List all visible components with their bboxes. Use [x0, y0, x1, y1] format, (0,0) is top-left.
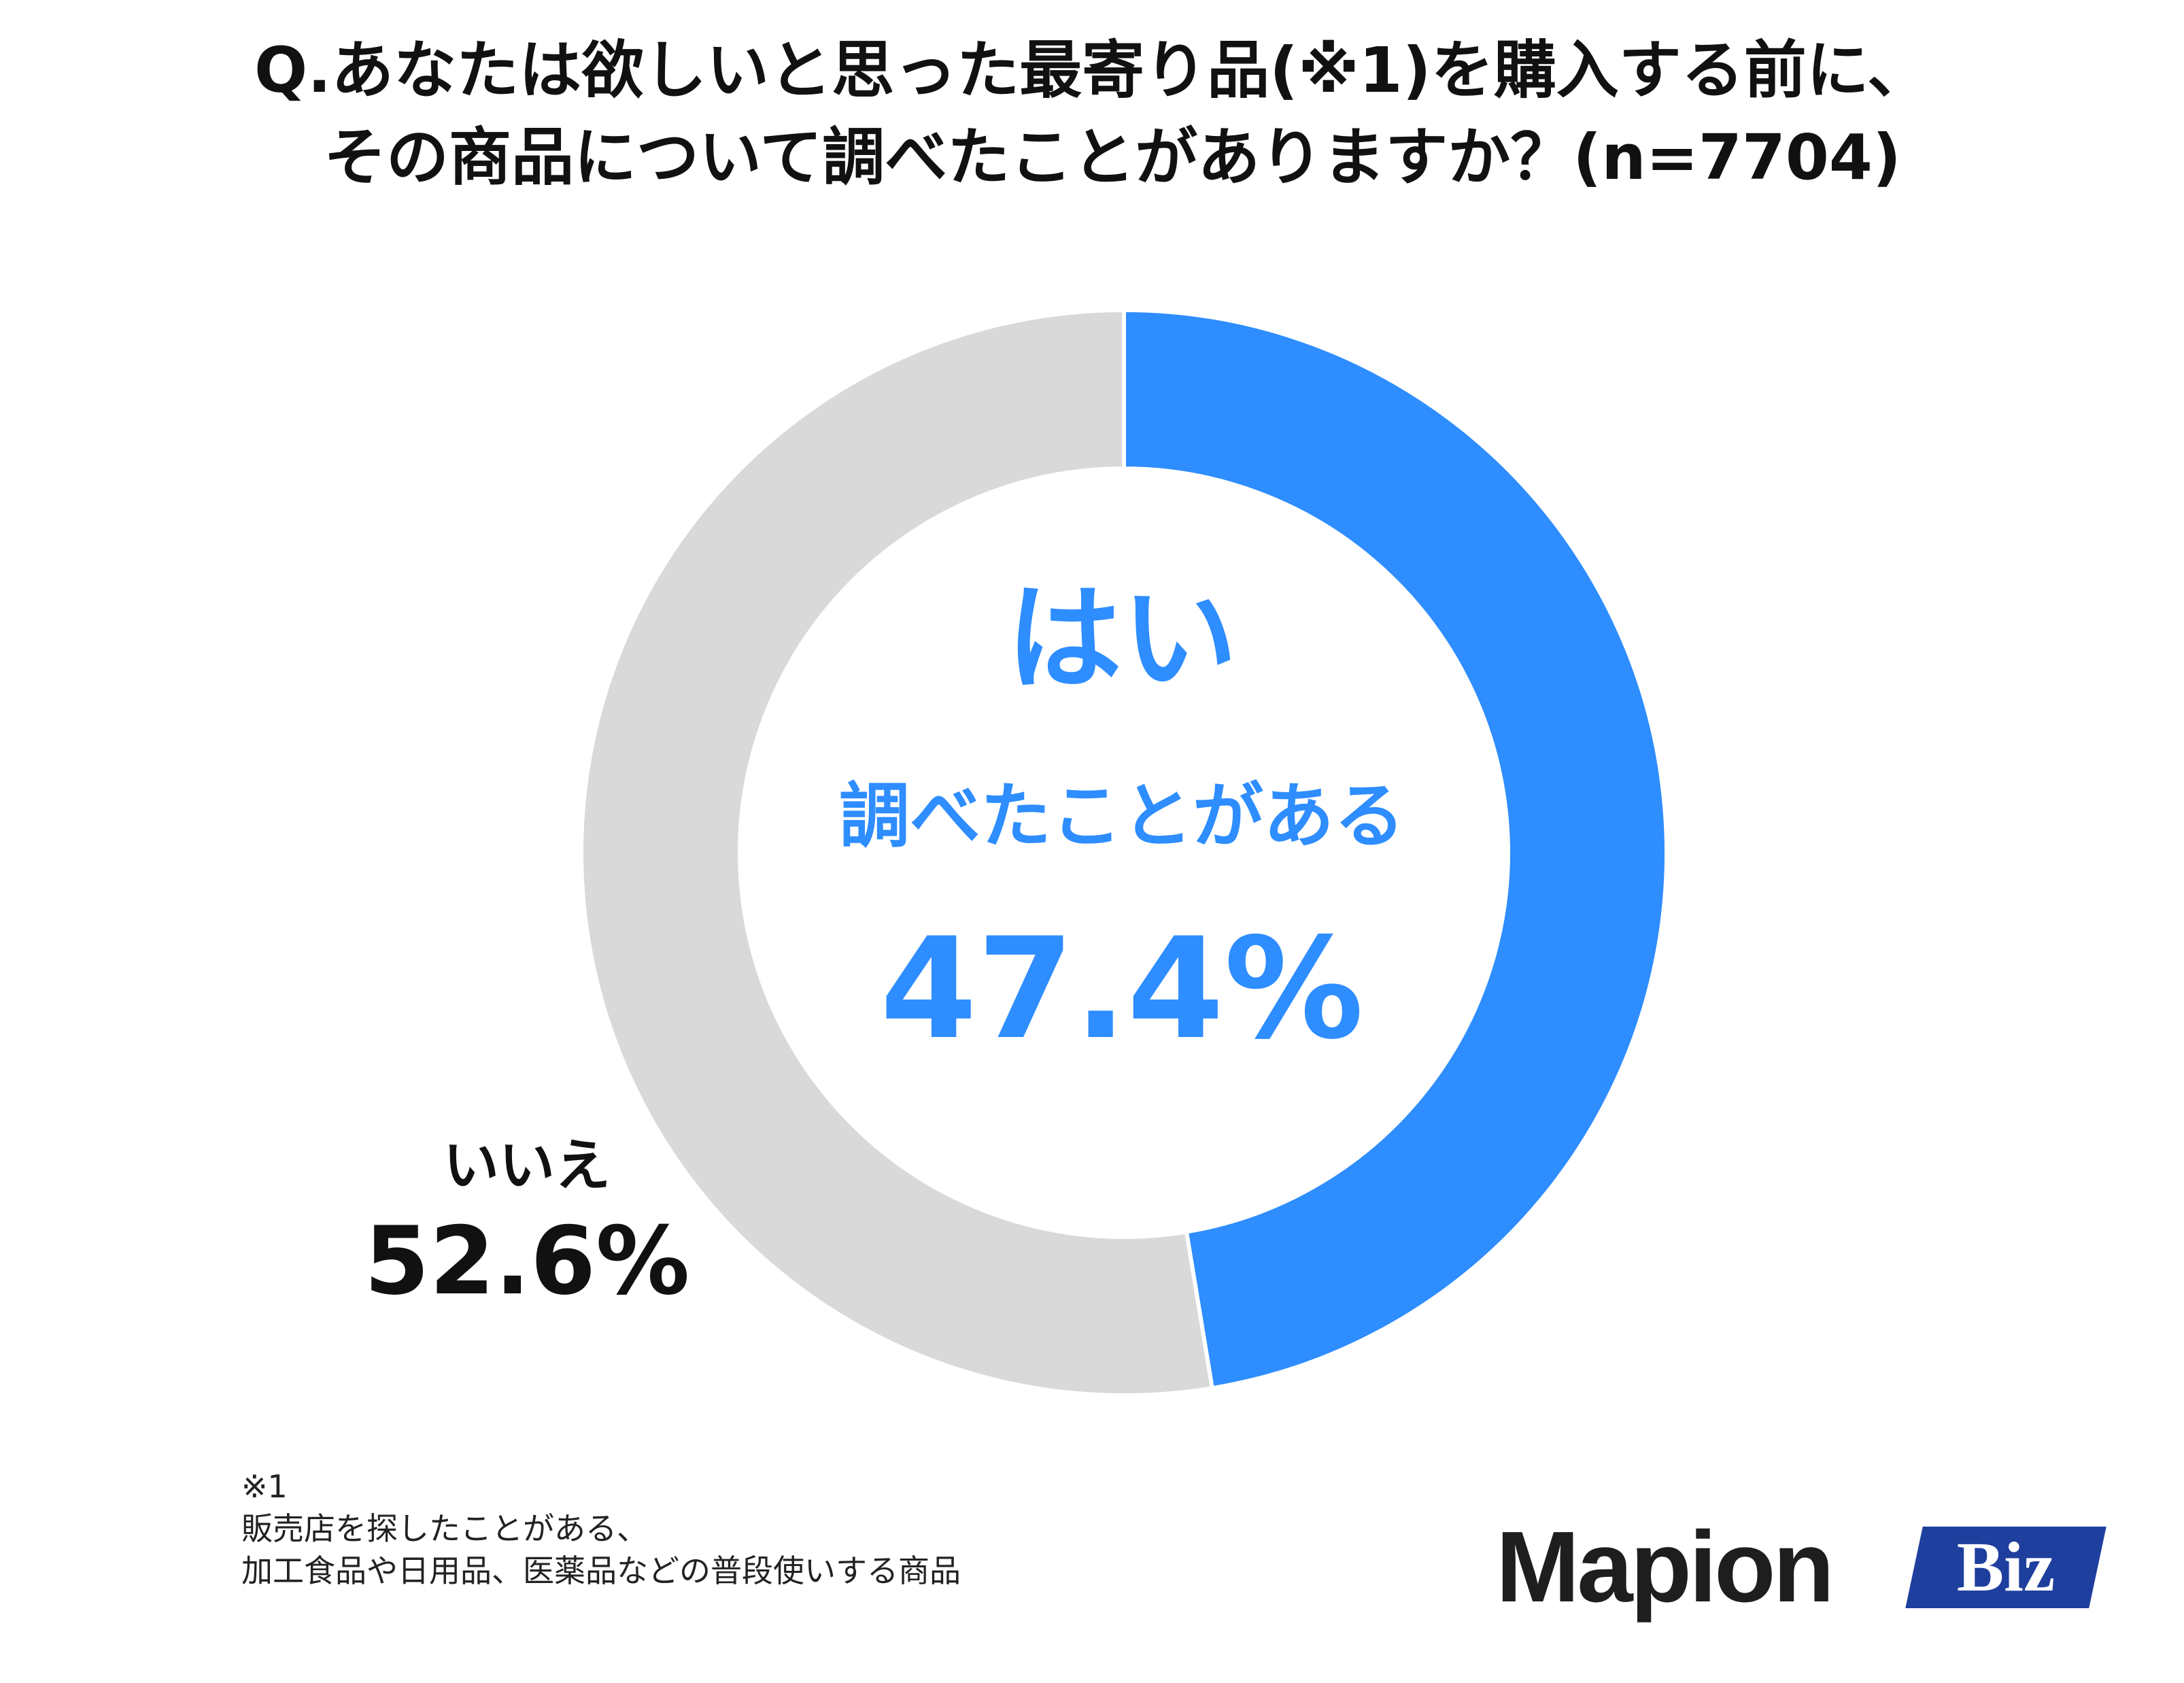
- mapion-biz-logo: Mapion Biz: [1496, 1513, 2121, 1622]
- no-percentage: 52.6%: [364, 1206, 690, 1316]
- footnote: ※1 販売店を探したことがある、 加工食品や日用品、医薬品などの普段使いする商品: [241, 1465, 961, 1592]
- donut-slice-no: [579, 307, 1215, 1397]
- donut-slice-yes: [1122, 307, 1669, 1391]
- yes-sublabel: 調べたことがある: [838, 775, 1405, 857]
- logo-badge: Biz: [1905, 1527, 2106, 1608]
- footnote-marker: ※1: [241, 1468, 288, 1505]
- chart-title-line-1: Q.あなたは欲しいと思った最寄り品(※1)を購入する前に、: [254, 34, 1930, 107]
- chart-title: Q.あなたは欲しいと思った最寄り品(※1)を購入する前に、 その商品について調べ…: [0, 27, 2184, 201]
- logo-badge-text: Biz: [1956, 1528, 2055, 1606]
- chart-title-line-2: その商品について調べたことがありますか？(n=7704): [324, 121, 1901, 194]
- yes-label: はい: [1006, 572, 1238, 707]
- footnote-line-2: 加工食品や日用品、医薬品などの普段使いする商品: [241, 1552, 961, 1589]
- footnote-line-1: 販売店を探したことがある、: [241, 1510, 648, 1547]
- yes-percentage: 47.4%: [880, 908, 1364, 1070]
- no-label: いいえ: [443, 1134, 611, 1198]
- logo-wordmark: Mapion: [1496, 1511, 1835, 1623]
